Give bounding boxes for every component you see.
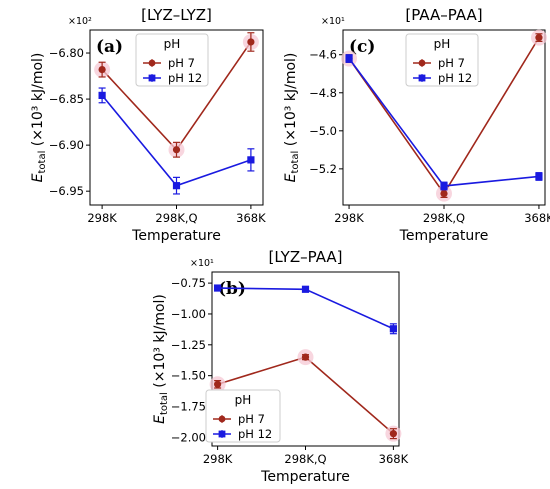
series-square [98, 87, 255, 195]
x-axis-label: Temperature [260, 469, 350, 485]
data-point [214, 380, 222, 388]
data-point [172, 182, 181, 190]
y-offset-label: ×10¹ [321, 16, 345, 27]
x-tick-label: 298K,Q [155, 211, 197, 225]
y-tick-label: −6.85 [49, 92, 84, 106]
y-tick-label: −1.50 [171, 369, 206, 383]
y-label-subscript: total [290, 151, 301, 174]
y-tick-label: −5.2 [309, 162, 337, 176]
y-label-units: (×10³ kJ/mol) [30, 53, 46, 151]
data-point [301, 285, 310, 293]
data-point [389, 325, 397, 333]
legend-marker [418, 74, 426, 82]
legend-title: pH [164, 37, 181, 51]
legend-label: pH 7 [438, 56, 465, 70]
legend: pH pH 7pH 12 [405, 33, 479, 87]
y-label-subscript: total [159, 392, 170, 415]
y-tick-label: −1.75 [171, 400, 206, 414]
chart-title: [LYZ–LYZ] [141, 6, 212, 24]
y-tick-label: −4.8 [309, 86, 337, 100]
legend-label: pH 7 [238, 412, 265, 426]
y-offset-label: ×10² [68, 16, 92, 27]
x-axis-label: Temperature [399, 228, 489, 244]
data-point [214, 284, 222, 292]
y-tick-label: −1.25 [171, 338, 206, 352]
chart-panel-b: [LYZ–PAA]×10¹(b)−0.75−1.00−1.25−1.50−1.7… [152, 248, 409, 485]
y-tick-label: −4.6 [309, 48, 337, 62]
y-label-subscript: total [37, 151, 48, 174]
legend-title: pH [434, 37, 451, 51]
legend-marker [218, 430, 226, 438]
data-point [345, 54, 353, 63]
data-point [172, 146, 181, 154]
data-point [440, 189, 448, 198]
legend-marker [418, 59, 426, 67]
x-axis-label: Temperature [131, 228, 221, 244]
data-point [247, 156, 255, 164]
y-tick-label: −6.80 [49, 46, 84, 60]
x-tick-label: 298K [87, 211, 117, 225]
legend: pH pH 7pH 12 [135, 33, 209, 87]
panel-letter: (a) [96, 37, 123, 57]
y-tick-label: −6.95 [49, 184, 84, 198]
series-line [101, 94, 252, 187]
chart-title: [LYZ–PAA] [268, 248, 342, 266]
legend-frame [135, 33, 209, 87]
y-tick-label: −2.00 [171, 430, 206, 444]
y-tick-label: −5.0 [309, 124, 337, 138]
y-label-units: (×10³ kJ/mol) [283, 53, 299, 151]
chart-panel-a: [LYZ–LYZ]×10²(a)−6.80−6.85−6.90−6.95298K… [30, 6, 266, 244]
legend-frame [405, 33, 479, 87]
x-tick-label: 368K [524, 211, 550, 225]
x-tick-label: 298K,Q [423, 211, 465, 225]
legend-label: pH 12 [238, 427, 272, 441]
chart-panel-c: [PAA–PAA] ×10¹ (c) −4.6 −4.8 −5.0 −5.2 298K 298K… [283, 6, 550, 244]
data-point [301, 353, 310, 361]
legend-label: pH 12 [438, 71, 472, 85]
legend-label: pH 12 [168, 71, 202, 85]
series-circle [94, 32, 259, 158]
legend-label: pH 7 [168, 56, 195, 70]
data-point [98, 66, 106, 74]
x-tick-label: 368K [379, 452, 409, 466]
series-square [345, 54, 543, 191]
y-axis-label: Etotal (×10³ kJ/mol) [30, 53, 48, 183]
legend-marker [218, 415, 226, 423]
y-label-symbol: E [152, 415, 168, 424]
legend-marker [148, 59, 156, 67]
data-point [535, 172, 543, 181]
y-label-units: (×10³ kJ/mol) [152, 294, 168, 392]
y-tick-label: −0.75 [171, 276, 206, 290]
y-tick-label: −1.00 [171, 307, 206, 321]
y-tick-label: −6.90 [49, 138, 84, 152]
y-offset-label: ×10¹ [190, 258, 214, 269]
x-tick-label: 298K,Q [284, 452, 326, 466]
legend-marker [148, 74, 156, 82]
x-tick-label: 298K [203, 452, 233, 466]
data-point [247, 38, 255, 46]
y-label-symbol: E [30, 173, 46, 182]
data-point [389, 430, 397, 438]
y-axis-label: Etotal (×10³ kJ/mol) [152, 294, 170, 424]
series-square [214, 284, 397, 335]
legend-frame [205, 389, 281, 443]
data-point [535, 34, 543, 42]
x-tick-label: 298K [334, 211, 364, 225]
y-axis-label: Etotal (×10³ kJ/mol) [283, 53, 301, 183]
chart-title: [PAA–PAA] [405, 6, 482, 24]
x-tick-label: 368K [236, 211, 266, 225]
legend: pH pH 7pH 12 [205, 389, 281, 443]
panel-letter: (c) [349, 37, 375, 57]
data-point [440, 182, 448, 190]
y-label-symbol: E [283, 173, 299, 182]
data-point [98, 91, 106, 99]
series-circle [209, 349, 402, 442]
legend-title: pH [235, 393, 252, 407]
